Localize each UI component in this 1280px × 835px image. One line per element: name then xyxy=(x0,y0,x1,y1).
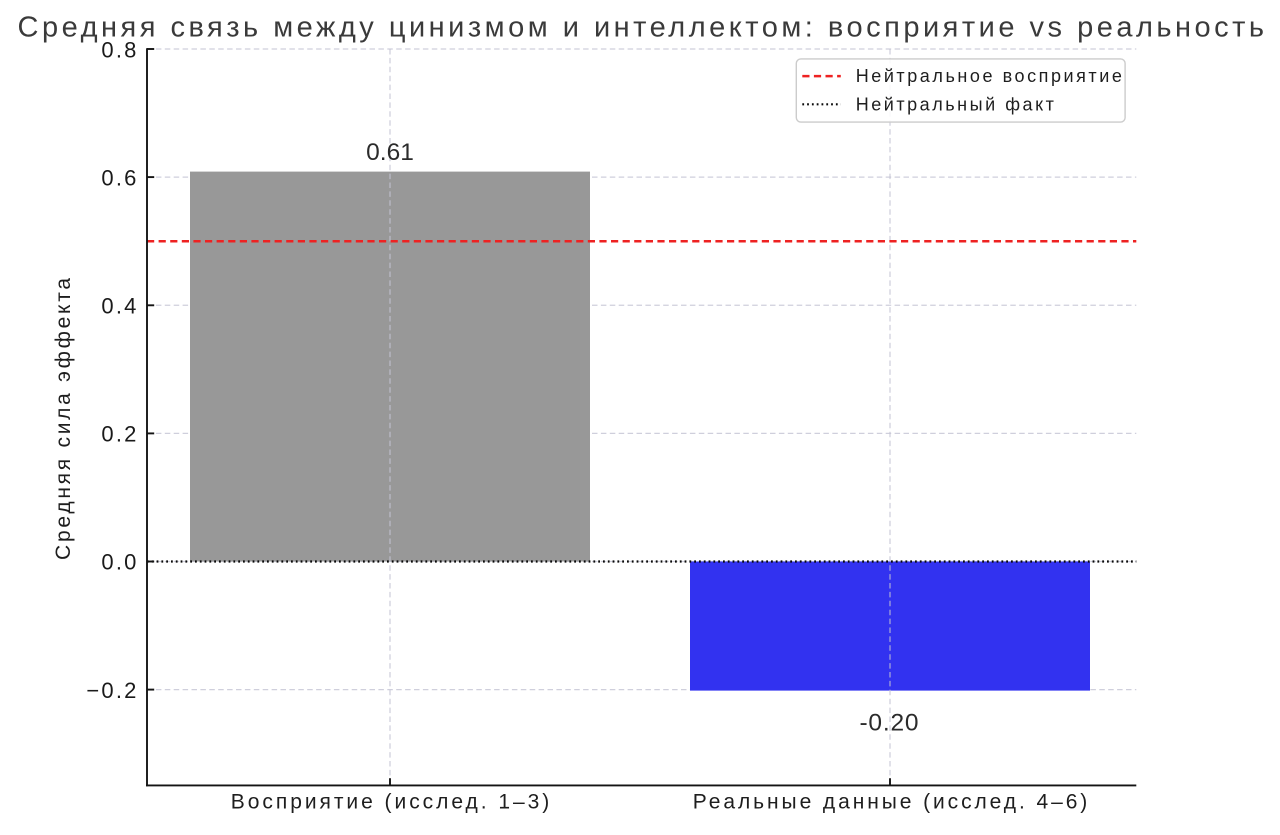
svg-text:−0.2: −0.2 xyxy=(86,678,138,703)
svg-text:-0.20: -0.20 xyxy=(859,710,919,737)
svg-text:Средняя связь между цинизмом и: Средняя связь между цинизмом и интеллект… xyxy=(18,12,1268,44)
svg-text:Нейтральное восприятие: Нейтральное восприятие xyxy=(856,66,1125,86)
svg-text:Нейтральный факт: Нейтральный факт xyxy=(856,95,1057,115)
svg-text:0.8: 0.8 xyxy=(101,37,138,62)
svg-text:0.4: 0.4 xyxy=(101,294,138,319)
svg-text:0.61: 0.61 xyxy=(366,139,414,166)
svg-text:0.6: 0.6 xyxy=(101,165,138,190)
svg-text:Средняя сила эффекта: Средняя сила эффекта xyxy=(52,275,75,560)
svg-text:0.2: 0.2 xyxy=(101,422,138,447)
svg-text:Реальные данные (исслед. 4–6): Реальные данные (исслед. 4–6) xyxy=(693,791,1090,814)
svg-text:0.0: 0.0 xyxy=(101,550,138,575)
svg-text:Восприятие (исслед. 1–3): Восприятие (исслед. 1–3) xyxy=(231,791,552,814)
